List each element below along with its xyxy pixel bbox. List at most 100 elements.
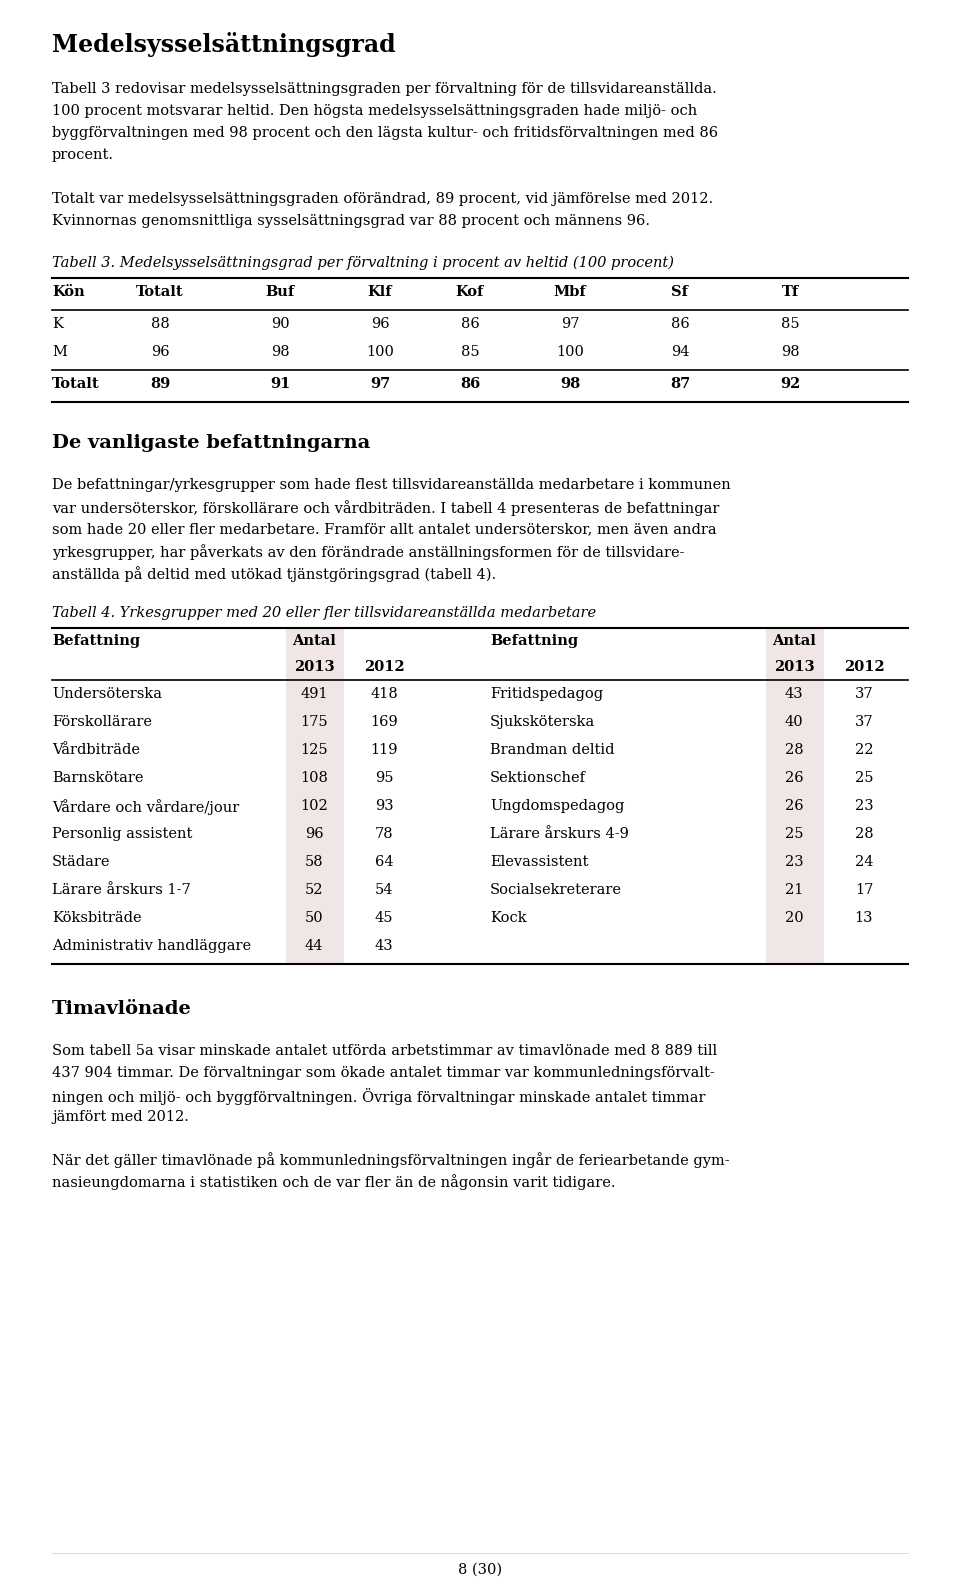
Text: 169: 169	[371, 715, 397, 729]
Text: Tabell 3 redovisar medelsysselsättningsgraden per förvaltning för de tillsvidare: Tabell 3 redovisar medelsysselsättningsg…	[52, 82, 717, 96]
Text: Barnskötare: Barnskötare	[52, 772, 143, 786]
Text: Tabell 3. Medelsysselsättningsgrad per förvaltning i procent av heltid (100 proc: Tabell 3. Medelsysselsättningsgrad per f…	[52, 256, 674, 270]
Text: 23: 23	[854, 798, 874, 813]
Text: 92: 92	[780, 376, 801, 391]
Text: 2013: 2013	[294, 659, 334, 674]
Text: 13: 13	[854, 911, 874, 925]
Text: 91: 91	[270, 376, 290, 391]
Text: Socialsekreterare: Socialsekreterare	[490, 884, 622, 896]
Text: 23: 23	[784, 855, 804, 870]
Text: M: M	[52, 345, 67, 359]
Text: 86: 86	[461, 318, 479, 330]
Text: Sjuksköterska: Sjuksköterska	[490, 715, 595, 729]
Text: Lärare årskurs 4-9: Lärare årskurs 4-9	[490, 827, 629, 841]
Text: Ungdomspedagog: Ungdomspedagog	[490, 798, 624, 813]
Text: Totalt: Totalt	[52, 376, 100, 391]
Text: Sf: Sf	[671, 285, 688, 299]
Text: nasieungdomarna i statistiken och de var fler än de någonsin varit tidigare.: nasieungdomarna i statistiken och de var…	[52, 1175, 615, 1190]
Text: 43: 43	[374, 939, 394, 953]
Text: 40: 40	[784, 715, 804, 729]
Text: 22: 22	[854, 743, 874, 757]
Text: Befattning: Befattning	[490, 634, 578, 648]
Text: 44: 44	[304, 939, 324, 953]
Text: 20: 20	[784, 911, 804, 925]
Text: Kvinnornas genomsnittliga sysselsättningsgrad var 88 procent och männens 96.: Kvinnornas genomsnittliga sysselsättning…	[52, 213, 650, 228]
Text: Mbf: Mbf	[554, 285, 587, 299]
Text: Administrativ handläggare: Administrativ handläggare	[52, 939, 252, 953]
Text: Buf: Buf	[265, 285, 295, 299]
Text: 93: 93	[374, 798, 394, 813]
Text: 52: 52	[304, 884, 324, 896]
Text: 90: 90	[271, 318, 289, 330]
Text: 28: 28	[784, 743, 804, 757]
Text: Klf: Klf	[368, 285, 393, 299]
Text: 102: 102	[300, 798, 328, 813]
Text: anställda på deltid med utökad tjänstgöringsgrad (tabell 4).: anställda på deltid med utökad tjänstgör…	[52, 566, 496, 582]
Text: 8 (30): 8 (30)	[458, 1564, 502, 1576]
Text: Tf: Tf	[781, 285, 799, 299]
Text: Totalt var medelsysselsättningsgraden oförändrad, 89 procent, vid jämförelse med: Totalt var medelsysselsättningsgraden of…	[52, 191, 713, 206]
Text: Undersöterska: Undersöterska	[52, 688, 162, 700]
Text: 97: 97	[561, 318, 579, 330]
Bar	[286, 628, 344, 964]
Text: 95: 95	[374, 772, 394, 786]
Text: Fritidspedagog: Fritidspedagog	[490, 688, 603, 700]
Text: 100: 100	[556, 345, 584, 359]
Text: 96: 96	[371, 318, 390, 330]
Bar	[766, 628, 824, 964]
Text: 54: 54	[374, 884, 394, 896]
Text: 119: 119	[371, 743, 397, 757]
Text: yrkesgrupper, har påverkats av den förändrade anställningsformen för de tillsvid: yrkesgrupper, har påverkats av den förän…	[52, 544, 684, 560]
Text: K: K	[52, 318, 63, 330]
Text: De befattningar/yrkesgrupper som hade flest tillsvidareanställda medarbetare i k: De befattningar/yrkesgrupper som hade fl…	[52, 477, 731, 492]
Text: Lärare årskurs 1-7: Lärare årskurs 1-7	[52, 884, 191, 896]
Text: Kock: Kock	[490, 911, 527, 925]
Text: procent.: procent.	[52, 149, 114, 161]
Text: Timavlönade: Timavlönade	[52, 1001, 192, 1018]
Text: Kön: Kön	[52, 285, 84, 299]
Text: 2012: 2012	[844, 659, 884, 674]
Text: Kof: Kof	[456, 285, 484, 299]
Text: 21: 21	[785, 884, 804, 896]
Text: 96: 96	[151, 345, 169, 359]
Text: Tabell 4. Yrkesgrupper med 20 eller fler tillsvidareanställda medarbetare: Tabell 4. Yrkesgrupper med 20 eller fler…	[52, 606, 596, 620]
Text: 2012: 2012	[364, 659, 404, 674]
Text: 85: 85	[461, 345, 479, 359]
Text: Förskollärare: Förskollärare	[52, 715, 152, 729]
Text: 78: 78	[374, 827, 394, 841]
Text: 94: 94	[671, 345, 689, 359]
Text: 85: 85	[780, 318, 800, 330]
Text: Elevassistent: Elevassistent	[490, 855, 588, 870]
Text: Som tabell 5a visar minskade antalet utförda arbetstimmar av timavlönade med 8 8: Som tabell 5a visar minskade antalet utf…	[52, 1043, 717, 1058]
Text: 17: 17	[854, 884, 874, 896]
Text: 37: 37	[854, 715, 874, 729]
Text: 87: 87	[670, 376, 690, 391]
Text: 25: 25	[784, 827, 804, 841]
Text: Köksbiträde: Köksbiträde	[52, 911, 142, 925]
Text: 43: 43	[784, 688, 804, 700]
Text: 100 procent motsvarar heltid. Den högsta medelsysselsättningsgraden hade miljö- : 100 procent motsvarar heltid. Den högsta…	[52, 104, 697, 119]
Text: 45: 45	[374, 911, 394, 925]
Text: var undersöterskor, förskollärare och vårdbiträden. I tabell 4 presenteras de be: var undersöterskor, förskollärare och vå…	[52, 500, 719, 515]
Text: 98: 98	[780, 345, 800, 359]
Text: 88: 88	[151, 318, 169, 330]
Text: ningen och miljö- och byggförvaltningen. Övriga förvaltningar minskade antalet t: ningen och miljö- och byggförvaltningen.…	[52, 1088, 706, 1105]
Text: 100: 100	[366, 345, 394, 359]
Text: 2013: 2013	[774, 659, 814, 674]
Text: Vårdbiträde: Vårdbiträde	[52, 743, 140, 757]
Text: 437 904 timmar. De förvaltningar som ökade antalet timmar var kommunledningsförv: 437 904 timmar. De förvaltningar som öka…	[52, 1066, 715, 1080]
Text: Antal: Antal	[772, 634, 816, 648]
Text: 491: 491	[300, 688, 327, 700]
Text: Befattning: Befattning	[52, 634, 140, 648]
Text: 86: 86	[460, 376, 480, 391]
Text: 175: 175	[300, 715, 327, 729]
Text: 25: 25	[854, 772, 874, 786]
Text: 97: 97	[370, 376, 390, 391]
Text: som hade 20 eller fler medarbetare. Framför allt antalet undersöterskor, men äve: som hade 20 eller fler medarbetare. Fram…	[52, 522, 716, 536]
Text: 98: 98	[560, 376, 580, 391]
Text: 418: 418	[371, 688, 397, 700]
Text: 64: 64	[374, 855, 394, 870]
Text: Sektionschef: Sektionschef	[490, 772, 586, 786]
Text: Brandman deltid: Brandman deltid	[490, 743, 614, 757]
Text: När det gäller timavlönade på kommunledningsförvaltningen ingår de feriearbetand: När det gäller timavlönade på kommunledn…	[52, 1153, 730, 1168]
